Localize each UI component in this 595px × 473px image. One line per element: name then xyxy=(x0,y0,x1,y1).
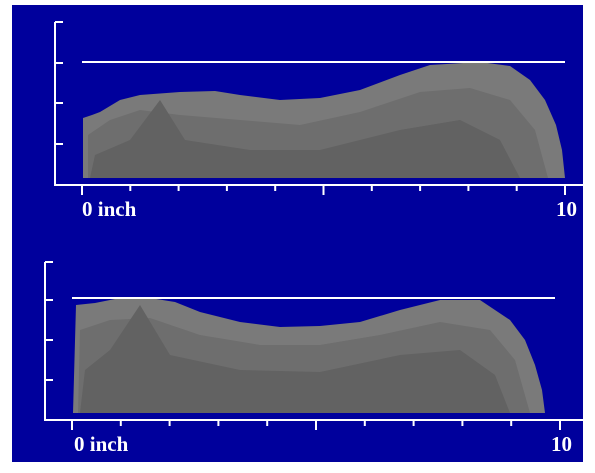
x-end-label: 10 xyxy=(551,432,572,456)
page: 0 inch 10 0 inch 10 (() => { const data … xyxy=(0,0,595,473)
x-end-label: 10 xyxy=(556,197,577,221)
x-start-label: 0 inch xyxy=(74,432,129,456)
x-start-label: 0 inch xyxy=(82,197,137,221)
screen: 0 inch 10 0 inch 10 xyxy=(0,0,595,473)
